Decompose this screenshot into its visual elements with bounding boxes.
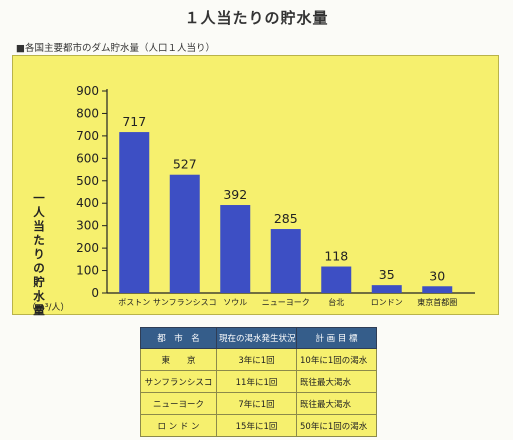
y-tick-label: 100 [76,264,99,278]
y-tick-label: 400 [76,196,99,210]
category-label: ボストン [118,298,150,307]
header-plan-target: 計 画 目 標 [296,327,377,349]
table-row: ロ ン ド ン 15年に1回 50年に1回の渇水 [140,414,377,437]
y-tick-label: 600 [76,151,99,165]
category-label: サンフランシスコ [153,298,217,307]
bar [321,266,352,293]
y-tick-label: 800 [76,106,99,120]
cell-status: 15年に1回 [216,414,297,437]
data-label: 118 [324,249,348,264]
y-tick-label: 500 [76,174,99,188]
y-tick-label: 200 [76,241,99,255]
data-label: 285 [274,211,298,226]
table-header-row: 都 市 名 現在の渇水発生状況 計 画 目 標 [140,327,377,349]
data-label: 717 [122,114,146,129]
y-tick-label: 900 [76,84,99,98]
table-row: ニューヨーク 7年に1回 既往最大渇水 [140,392,377,415]
page-title: １人当たりの貯水量 [184,9,329,27]
y-tick-label: 0 [91,286,99,300]
bar [371,285,402,293]
header-current-status: 現在の渇水発生状況 [216,327,297,349]
cell-target: 50年に1回の渇水 [296,414,377,437]
cell-city: ロ ン ド ン [140,414,217,437]
bar [422,286,453,293]
bar-chart: 0 100 200 300 400 500 600 700 800 900 717 ボストン 527 サン… [76,84,475,307]
category-label: ロンドン [371,298,403,307]
chart-panel: 一人当たりの貯水量 （m³/人） 0 100 200 300 400 500 600 700 8… [12,55,499,317]
category-label: ニューヨーク [262,298,310,307]
bar [270,229,301,293]
y-tick-label: 300 [76,219,99,233]
data-label: 30 [429,268,445,283]
header-city: 都 市 名 [140,327,217,349]
y-axis-label: 一人当たりの貯水量 [33,191,45,317]
data-label: 527 [173,157,197,172]
cell-city: ニューヨーク [140,392,217,415]
cell-target: 既往最大渇水 [296,370,377,393]
cell-status: 11年に1回 [216,370,297,393]
y-tick-label: 700 [76,129,99,143]
cell-city: 東 京 [140,348,217,371]
bar [220,205,251,293]
section-heading: ■各国主要都市のダム貯水量（人口１人当り） [16,43,215,54]
cell-status: 3年に1回 [216,348,297,371]
data-label: 392 [223,187,247,202]
category-label: 東京首都圏 [417,297,457,307]
cell-city: サンフランシスコ [140,370,217,393]
table-row: 東 京 3年に1回 10年に1回の渇水 [140,348,377,371]
cell-target: 10年に1回の渇水 [296,348,377,371]
data-label: 35 [379,267,395,282]
cell-status: 7年に1回 [216,392,297,415]
cell-target: 既往最大渇水 [296,392,377,415]
drought-target-table: 都 市 名 現在の渇水発生状況 計 画 目 標 東 京 3年に1回 10年に1回… [140,327,377,437]
bar [169,174,200,293]
y-axis-unit: （m³/人） [27,303,70,313]
bar [119,132,150,293]
category-label: 台北 [328,297,344,307]
table-row: サンフランシスコ 11年に1回 既往最大渇水 [140,370,377,393]
category-label: ソウル [223,298,247,307]
